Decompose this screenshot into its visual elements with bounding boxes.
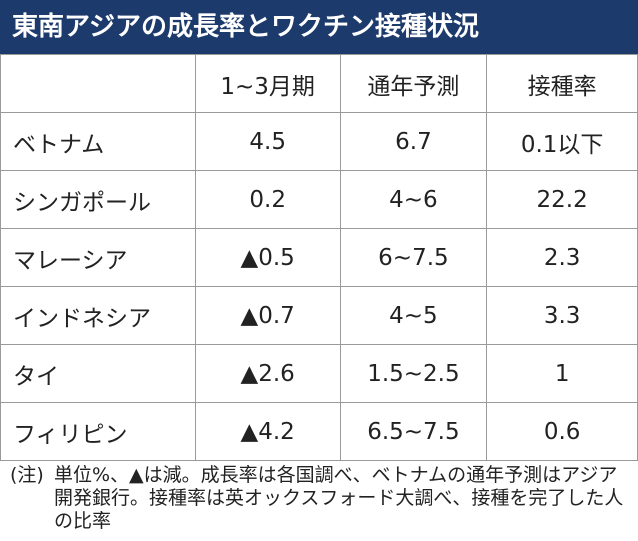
note-text: 単位%、▲は減。成長率は各国調べ、ベトナムの通年予測はアジア開発銀行。接種率は英… — [54, 464, 624, 532]
value-cell: ▲0.7 — [194, 286, 341, 345]
country-cell: フィリピン — [0, 402, 196, 461]
value-cell: ▲4.2 — [194, 402, 341, 461]
value-cell: 6.5~7.5 — [339, 402, 488, 461]
country-cell: ベトナム — [0, 112, 196, 171]
column-header: 接種率 — [486, 54, 638, 113]
table-row: インドネシア ▲0.7 4~5 3.3 — [0, 286, 638, 345]
table-row: ベトナム 4.5 6.7 0.1以下 — [0, 112, 638, 171]
table: 1~3月期 通年予測 接種率 ベトナム 4.5 6.7 0.1以下 シンガポール 0.2 4~6… — [0, 54, 638, 461]
title: 東南アジアの成長率とワクチン接種状況 — [0, 0, 638, 54]
country-cell: マレーシア — [0, 228, 196, 287]
value-cell: 0.1以下 — [486, 112, 638, 171]
value-cell: 3.3 — [486, 286, 638, 345]
value-cell: ▲0.5 — [194, 228, 341, 287]
value-cell: 4~6 — [339, 170, 488, 229]
value-cell: 1.5~2.5 — [339, 344, 488, 403]
header-row: 1~3月期 通年予測 接種率 — [0, 54, 638, 113]
table-row: シンガポール 0.2 4~6 22.2 — [0, 170, 638, 229]
value-cell: 2.3 — [486, 228, 638, 287]
value-cell: 4~5 — [339, 286, 488, 345]
value-cell: 6~7.5 — [339, 228, 488, 287]
note-label: (注) — [10, 464, 44, 486]
country-cell: シンガポール — [0, 170, 196, 229]
corner-cell — [0, 54, 196, 113]
column-header: 通年予測 — [339, 54, 488, 113]
value-cell: 0.6 — [486, 402, 638, 461]
column-header: 1~3月期 — [194, 54, 341, 113]
value-cell: ▲2.6 — [194, 344, 341, 403]
value-cell: 0.2 — [194, 170, 341, 229]
table-row: フィリピン ▲4.2 6.5~7.5 0.6 — [0, 402, 638, 461]
value-cell: 1 — [486, 344, 638, 403]
table-row: マレーシア ▲0.5 6~7.5 2.3 — [0, 228, 638, 287]
table-row: タイ ▲2.6 1.5~2.5 1 — [0, 344, 638, 403]
value-cell: 6.7 — [339, 112, 488, 171]
note: (注) 単位%、▲は減。成長率は各国調べ、ベトナムの通年予測はアジア開発銀行。接… — [10, 464, 630, 533]
value-cell: 4.5 — [194, 112, 341, 171]
country-cell: インドネシア — [0, 286, 196, 345]
value-cell: 22.2 — [486, 170, 638, 229]
country-cell: タイ — [0, 344, 196, 403]
